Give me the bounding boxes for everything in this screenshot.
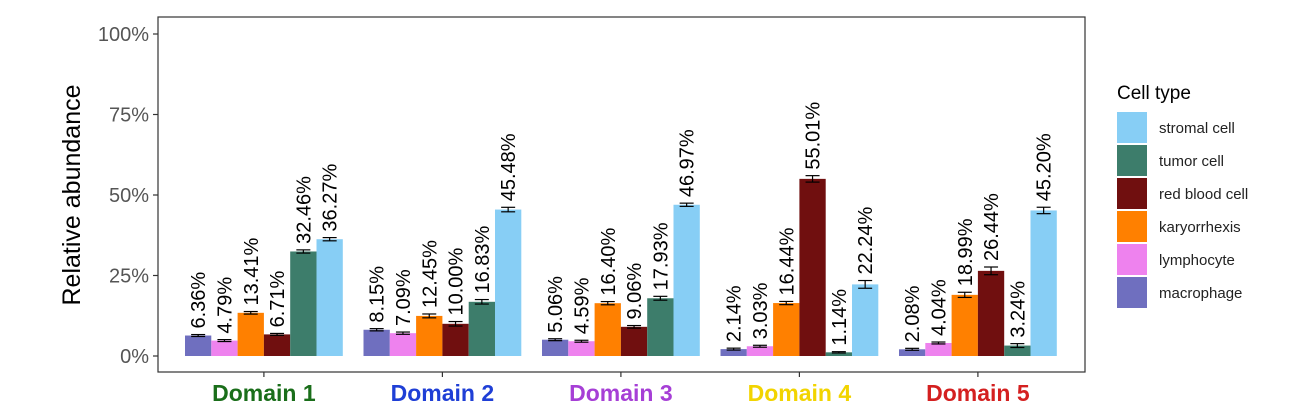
legend-label: tumor cell (1159, 153, 1224, 170)
bar (852, 284, 879, 356)
legend-swatch (1117, 277, 1147, 308)
data-label: 5.06% (545, 276, 567, 333)
data-label: 17.93% (650, 222, 672, 290)
bar (899, 349, 926, 356)
data-label: 18.99% (955, 218, 977, 286)
data-label: 45.48% (498, 133, 520, 201)
bar (977, 270, 1005, 356)
bar (211, 340, 238, 356)
legend-label: red blood cell (1159, 186, 1248, 203)
legend-swatch (1117, 145, 1147, 176)
bar (290, 251, 317, 356)
x-category-label: Domain 3 (569, 380, 673, 406)
y-tick-label: 0% (120, 346, 149, 368)
data-label: 2.08% (902, 285, 924, 342)
data-label: 4.59% (571, 277, 593, 334)
data-label: 26.44% (981, 193, 1003, 261)
bar (568, 341, 595, 356)
data-label: 8.15% (367, 266, 389, 323)
legend-swatch (1117, 178, 1147, 209)
data-label: 32.46% (293, 176, 315, 244)
data-label: 13.41% (241, 237, 263, 305)
bar (594, 303, 621, 356)
bar (773, 303, 800, 356)
legend-label: lymphocyte (1159, 252, 1235, 269)
data-label: 7.09% (393, 269, 415, 326)
bar (746, 346, 774, 356)
bar (1004, 345, 1031, 356)
bar (720, 349, 747, 356)
bar (951, 294, 978, 356)
data-label: 9.06% (624, 263, 646, 320)
data-label: 36.27% (320, 164, 342, 232)
data-label: 4.04% (928, 279, 950, 336)
data-label: 45.20% (1034, 133, 1056, 201)
legend-label: stromal cell (1159, 120, 1235, 137)
data-label: 16.83% (472, 226, 494, 294)
data-label: 3.24% (1007, 281, 1029, 338)
x-category-label: Domain 5 (926, 380, 1030, 406)
data-label: 2.14% (724, 285, 746, 342)
data-label: 6.36% (188, 272, 210, 329)
bar (363, 329, 390, 356)
data-label: 3.03% (750, 282, 772, 339)
data-label: 12.45% (419, 240, 441, 308)
bar (647, 298, 674, 356)
x-category-label: Domain 4 (748, 380, 852, 406)
x-category-label: Domain 1 (212, 380, 316, 406)
bar (673, 204, 700, 356)
bar (1030, 210, 1057, 356)
data-label: 4.79% (214, 277, 236, 334)
legend-label: karyorrhexis (1159, 219, 1241, 236)
y-axis: 0% 25% 50% 75% 100% (98, 24, 158, 368)
bar (389, 333, 417, 356)
x-category-label: Domain 2 (391, 380, 495, 406)
legend-title: Cell type (1117, 83, 1191, 104)
legend: Cell type stromal cell tumor cell red bloo… (1117, 83, 1248, 308)
data-label: 55.01% (803, 102, 825, 170)
bar (263, 334, 291, 356)
bar (799, 178, 826, 356)
bar (316, 239, 343, 356)
bar (237, 312, 264, 356)
legend-swatch (1117, 244, 1147, 275)
bar (925, 342, 952, 356)
y-tick-label: 50% (109, 185, 149, 207)
y-tick-label: 75% (109, 105, 149, 127)
legend-label: macrophage (1159, 285, 1242, 302)
y-tick-label: 100% (98, 24, 149, 46)
bar (825, 352, 852, 356)
data-label: 46.97% (677, 129, 699, 197)
bar (620, 326, 648, 356)
data-label: 16.44% (776, 227, 798, 295)
bar (416, 315, 443, 356)
legend-swatch (1117, 112, 1147, 143)
legend-swatch (1117, 211, 1147, 242)
y-tick-label: 25% (109, 266, 149, 288)
data-label: 22.24% (855, 206, 877, 274)
data-label: 16.40% (598, 228, 620, 296)
bar (185, 335, 212, 356)
bar (468, 301, 495, 356)
data-label: 1.14% (829, 289, 851, 346)
data-label: 10.00% (446, 247, 468, 315)
bar (542, 339, 569, 356)
y-axis-title: Relative abundance (58, 85, 86, 306)
bar (495, 209, 522, 356)
bars-group: 6.36% 4.79% 13.41% 6.71% 32.46% 36.27% 8.15% 7.… (185, 102, 1057, 356)
x-axis: Domain 1 Domain 2 Domain 3 Domain 4 Domain 5 (212, 372, 1030, 406)
bar (442, 323, 469, 356)
data-label: 6.71% (267, 271, 289, 328)
